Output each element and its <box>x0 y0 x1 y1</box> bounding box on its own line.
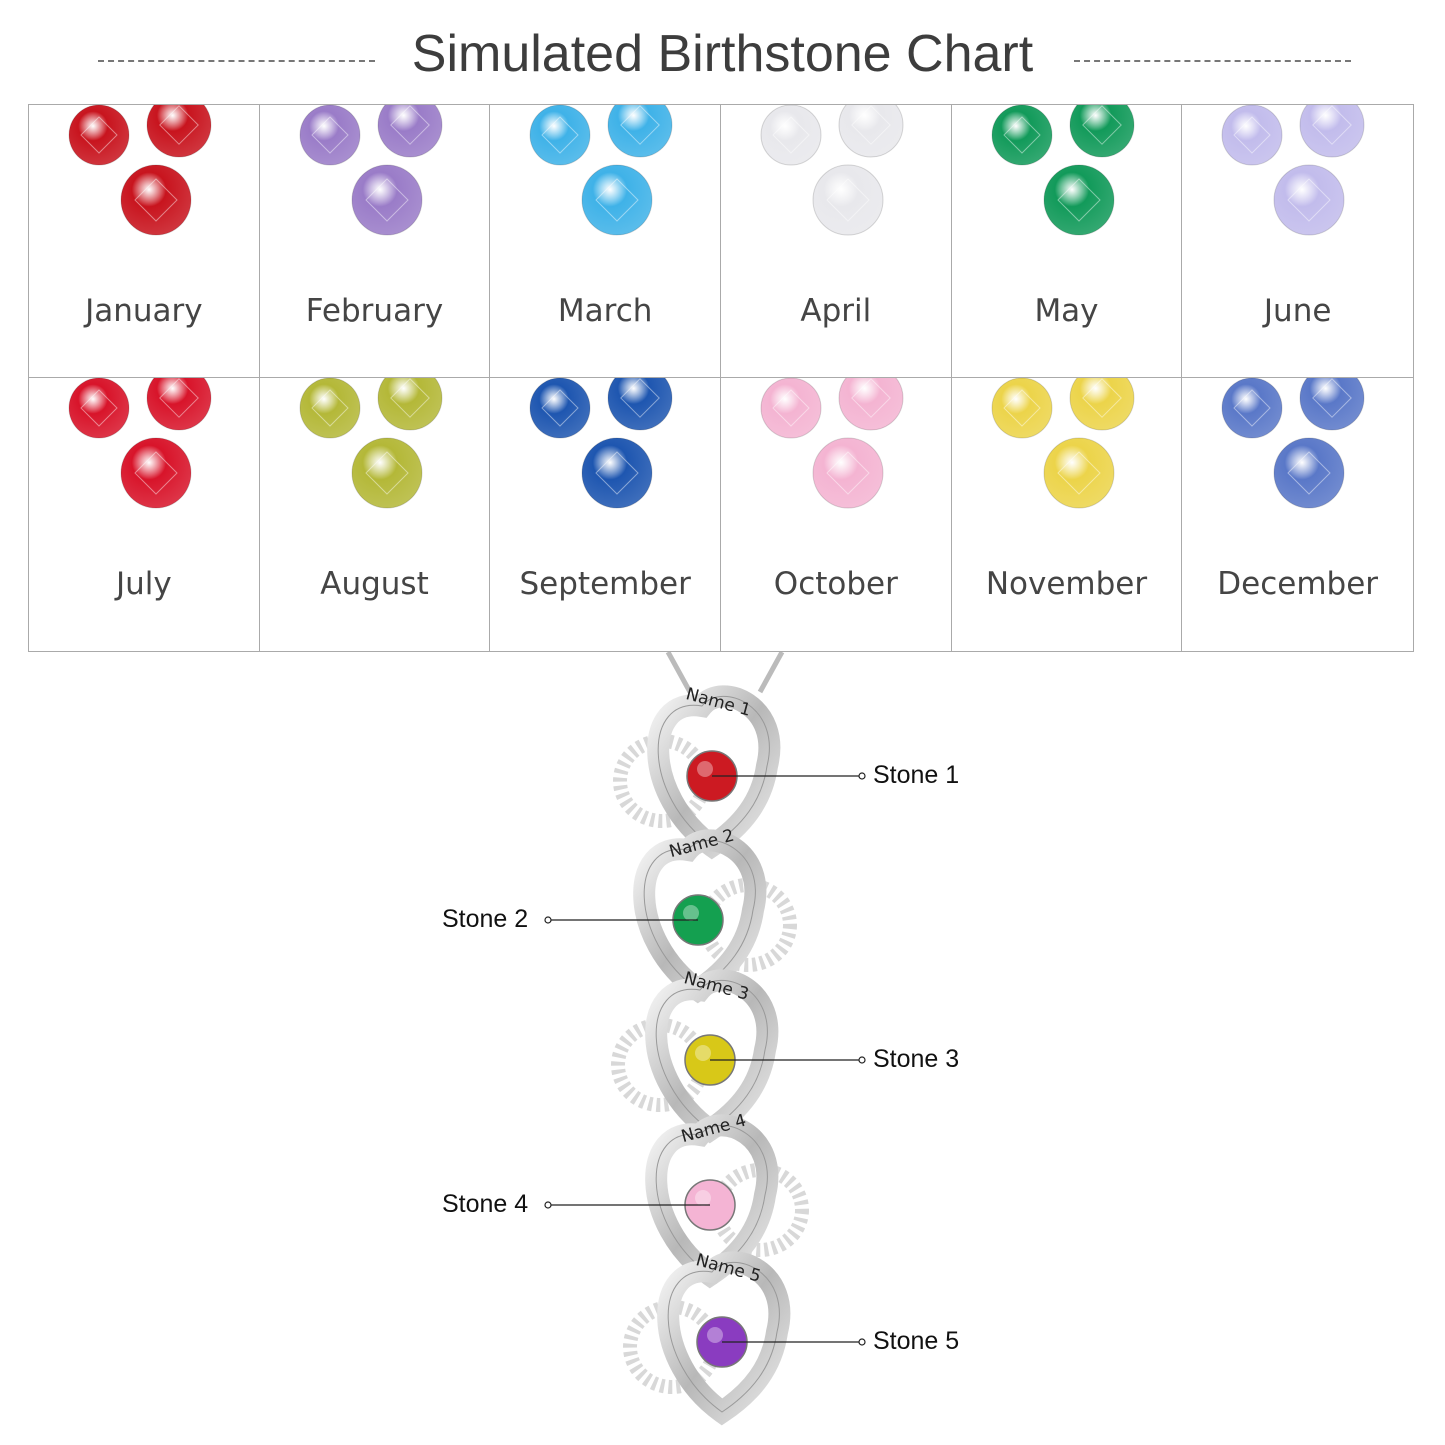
gemstone-june <box>1273 164 1345 236</box>
month-cell-february: February <box>259 105 491 378</box>
gemstone-december <box>1299 378 1365 431</box>
title-divider-right <box>1074 60 1351 62</box>
gemstone-october <box>812 437 884 509</box>
gemstone-january <box>120 164 192 236</box>
gemstone-june <box>1221 105 1283 166</box>
gemstone-august <box>377 378 443 431</box>
month-label: December <box>1217 566 1379 602</box>
gemstone-may <box>1069 105 1135 158</box>
callout-dot <box>544 916 552 924</box>
gemstone-april <box>812 164 884 236</box>
stone-label-5: Stone 5 <box>873 1327 960 1355</box>
heart-charm-3: Name 3 <box>611 968 779 1144</box>
month-cell-april: April <box>721 105 952 378</box>
month-label: August <box>320 566 429 602</box>
callout-dot <box>544 1201 552 1209</box>
necklace-chain <box>665 652 785 694</box>
month-label: November <box>985 566 1148 602</box>
gemstone-october <box>760 378 822 439</box>
gemstone-november <box>1069 378 1135 431</box>
gemstone-november <box>991 378 1053 439</box>
month-cell-may: May <box>951 105 1183 378</box>
month-label: April <box>800 293 872 329</box>
callout-dot <box>858 772 866 780</box>
month-label: March <box>557 293 653 329</box>
gemstone-july <box>120 437 192 509</box>
gemstone-august <box>299 378 361 439</box>
month-cell-march: March <box>490 105 721 378</box>
callout-dot <box>858 1338 866 1346</box>
month-label: February <box>305 293 444 329</box>
gemstone-march <box>581 164 653 236</box>
gemstone-july <box>68 378 130 439</box>
gemstone-march <box>529 105 591 166</box>
page-title: Simulated Birthstone Chart <box>411 25 1034 83</box>
stone-label-3: Stone 3 <box>873 1045 960 1073</box>
month-cell-august: August <box>260 378 491 651</box>
gemstone-august <box>351 437 423 509</box>
month-cell-january: January <box>29 105 260 378</box>
gemstone-september <box>607 378 673 431</box>
month-cell-july: July <box>29 378 260 651</box>
gemstone-february <box>377 105 443 158</box>
gemstone-december <box>1273 437 1345 509</box>
gemstone-september <box>529 378 591 439</box>
title-divider-left <box>98 60 375 62</box>
month-label: January <box>85 293 203 329</box>
stone-label-4: Stone 4 <box>442 1190 529 1218</box>
month-label: June <box>1263 293 1332 329</box>
heart-charm-4: Name 4 <box>645 1111 809 1289</box>
stone-label-2: Stone 2 <box>442 905 529 933</box>
gemstone-january <box>146 105 212 158</box>
month-label: May <box>1034 293 1099 329</box>
gemstone-may <box>991 105 1053 166</box>
month-cell-june: June <box>1182 105 1413 378</box>
heart-charm-2: Name 2 <box>633 826 797 1004</box>
gemstone-february <box>299 105 361 166</box>
gemstone-may <box>1043 164 1115 236</box>
heart-charm-1: Name 1 <box>613 684 781 860</box>
gemstone-january <box>68 105 130 166</box>
month-cell-december: December <box>1182 378 1413 651</box>
gemstone-april <box>760 105 822 166</box>
gemstone-september <box>581 437 653 509</box>
gemstone-june <box>1299 105 1365 158</box>
month-cell-september: September <box>490 378 721 651</box>
month-label: September <box>519 566 691 602</box>
gemstone-december <box>1221 378 1283 439</box>
callout-dot <box>858 1056 866 1064</box>
birthstone-grid: January February March April May June July Augu… <box>28 104 1414 652</box>
gemstone-april <box>838 105 904 158</box>
gemstone-february <box>351 164 423 236</box>
gemstone-october <box>838 378 904 431</box>
gemstone-july <box>146 378 212 431</box>
heart-charm-5: Name 5 <box>623 1250 791 1426</box>
month-label: July <box>115 566 172 602</box>
month-cell-november: November <box>952 378 1183 651</box>
month-cell-october: October <box>721 378 952 651</box>
stone-label-1: Stone 1 <box>873 761 960 789</box>
gemstone-november <box>1043 437 1115 509</box>
month-label: October <box>773 566 898 602</box>
gemstone-march <box>607 105 673 158</box>
